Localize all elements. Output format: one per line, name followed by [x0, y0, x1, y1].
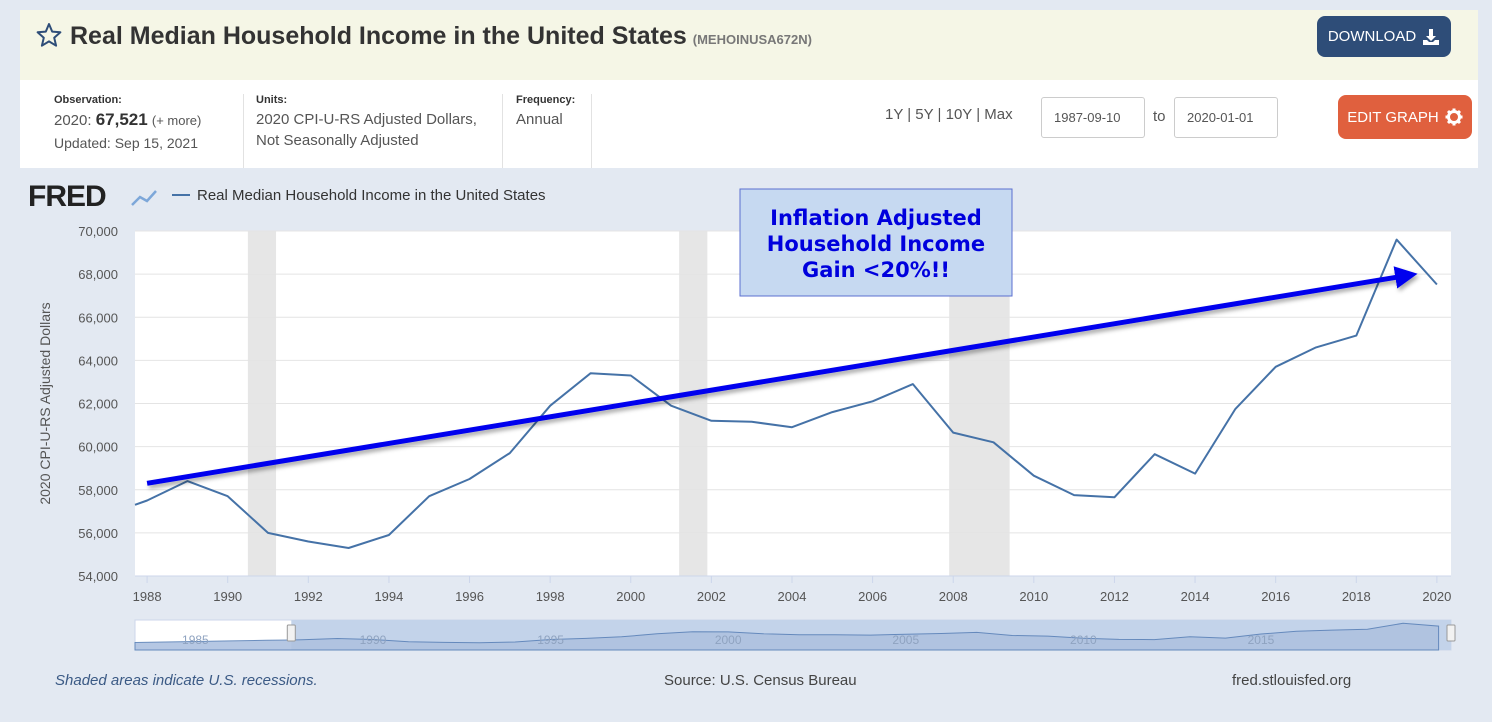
start-date-input[interactable]: [1041, 97, 1145, 138]
divider: [591, 94, 592, 168]
y-tick-label: 56,000: [78, 526, 118, 541]
frequency-block: Frequency: Annual: [516, 94, 575, 130]
series-id: (MEHOINUSA672N): [692, 32, 812, 47]
observation-more-link[interactable]: (+ more): [151, 113, 202, 128]
y-tick-label: 66,000: [78, 310, 118, 325]
annotation-box: [739, 188, 1013, 297]
site-link[interactable]: fred.stlouisfed.org: [1232, 672, 1352, 689]
download-button[interactable]: DOWNLOAD: [1317, 16, 1451, 57]
units-block: Units: 2020 CPI-U-RS Adjusted Dollars, N…: [256, 94, 477, 151]
annotation-arrow: [146, 266, 1418, 486]
divider: [502, 94, 503, 168]
x-tick-label: 2010: [1019, 589, 1048, 604]
updated-date: Updated: Sep 15, 2021: [54, 135, 199, 151]
chart-area: FRED Real Median Household Income in the…: [20, 170, 1478, 700]
navigator-handle[interactable]: [1446, 624, 1456, 642]
x-tick-label: 2020: [1422, 589, 1451, 604]
units-label: Units:: [256, 94, 288, 106]
y-tick-label: 62,000: [78, 397, 118, 412]
y-tick-label: 68,000: [78, 267, 118, 282]
range-links[interactable]: 1Y | 5Y | 10Y | Max: [885, 106, 1013, 123]
units-line2: Not Seasonally Adjusted: [256, 132, 419, 149]
y-axis-label: 2020 CPI-U-RS Adjusted Dollars: [37, 302, 53, 504]
x-tick-label: 2012: [1100, 589, 1129, 604]
series-line: [134, 238, 1438, 549]
x-tick-label: 2014: [1181, 589, 1210, 604]
navigator-handle[interactable]: [286, 624, 296, 642]
navigator-tick-label: 1985: [182, 633, 209, 647]
page-title: Real Median Household Income in the Unit…: [70, 22, 812, 51]
download-icon: [1423, 28, 1440, 45]
x-tick-label: 2016: [1261, 589, 1290, 604]
navigator-tick-label: 2015: [1248, 633, 1275, 647]
x-tick-label: 1998: [536, 589, 565, 604]
navigator-tick-label: 1990: [360, 633, 387, 647]
page-title-text: Real Median Household Income in the Unit…: [70, 22, 687, 50]
navigator-tick-label: 2010: [1070, 633, 1097, 647]
annotation-text: Gain <20%!!: [802, 258, 950, 282]
star-icon[interactable]: [36, 22, 62, 48]
observation-block: Observation: 2020: 67,521 (+ more) Updat…: [54, 94, 201, 154]
legend-label: Real Median Household Income in the Unit…: [197, 187, 546, 204]
download-label: DOWNLOAD: [1327, 28, 1417, 45]
to-label: to: [1153, 108, 1166, 125]
fred-logo: FRED: [28, 180, 106, 213]
edit-graph-label: EDIT GRAPH: [1347, 108, 1439, 126]
end-date-input[interactable]: [1174, 97, 1278, 138]
y-tick-label: 64,000: [78, 353, 118, 368]
observation-year: 2020:: [54, 112, 92, 129]
observation-label: Observation:: [54, 94, 122, 106]
y-tick-label: 58,000: [78, 483, 118, 498]
divider: [243, 94, 244, 168]
navigator-tick-label: 2005: [892, 633, 919, 647]
frequency-label: Frequency:: [516, 94, 576, 106]
title-bar: [20, 10, 1478, 80]
chart-svg: FRED Real Median Household Income in the…: [28, 180, 1456, 651]
x-tick-label: 2008: [939, 589, 968, 604]
x-tick-label: 2002: [697, 589, 726, 604]
x-tick-label: 2018: [1342, 589, 1371, 604]
info-bar: Observation: 2020: 67,521 (+ more) Updat…: [20, 80, 1478, 168]
y-tick-label: 60,000: [78, 440, 118, 455]
x-tick-label: 2004: [778, 589, 807, 604]
x-tick-label: 1990: [213, 589, 242, 604]
navigator-tick-label: 1995: [537, 633, 564, 647]
observation-value: 67,521: [95, 110, 148, 129]
recession-note: Shaded areas indicate U.S. recessions.: [55, 672, 318, 689]
fred-logo-icon: [131, 190, 157, 206]
x-tick-label: 2006: [858, 589, 887, 604]
x-tick-label: 1988: [133, 589, 162, 604]
x-tick-label: 2000: [616, 589, 645, 604]
y-tick-label: 70,000: [78, 224, 118, 239]
units-line1: 2020 CPI-U-RS Adjusted Dollars,: [256, 111, 477, 128]
annotation-text: Household Income: [767, 232, 985, 256]
annotation-text: Inflation Adjusted: [770, 206, 982, 230]
edit-graph-button[interactable]: EDIT GRAPH: [1338, 95, 1472, 139]
x-tick-label: 1994: [374, 589, 403, 604]
navigator-area: [134, 622, 1440, 651]
source-text[interactable]: Source: U.S. Census Bureau: [664, 672, 857, 689]
frequency-value: Annual: [516, 111, 563, 128]
navigator-tick-label: 2000: [715, 633, 742, 647]
y-tick-label: 54,000: [78, 569, 118, 584]
gear-icon: [1445, 108, 1463, 126]
x-tick-label: 1992: [294, 589, 323, 604]
x-tick-label: 1996: [455, 589, 484, 604]
